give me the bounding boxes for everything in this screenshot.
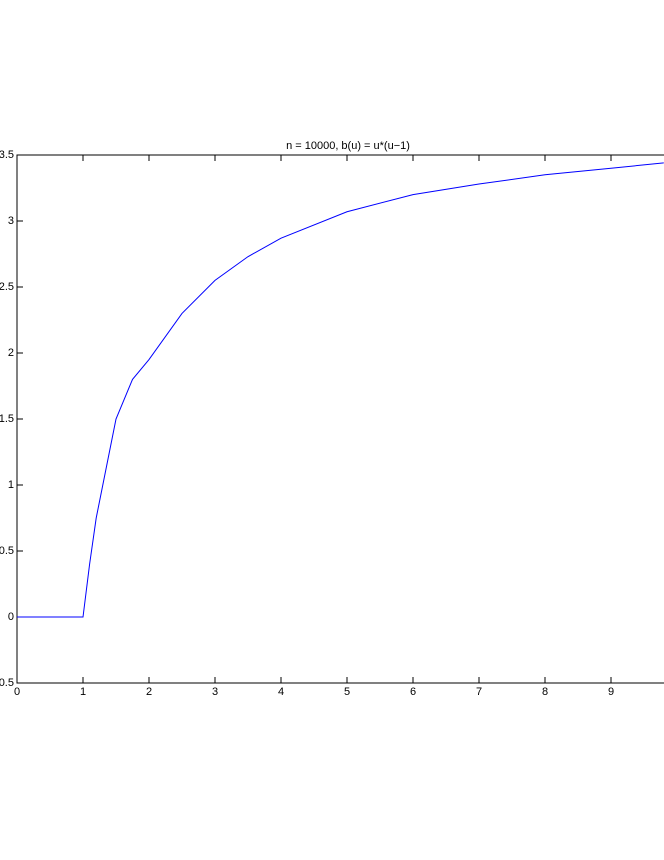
x-tick-label: 1 xyxy=(80,686,86,698)
y-tick-label: 0 xyxy=(8,611,14,623)
y-tick-label: 2.5 xyxy=(0,281,14,293)
y-tick-label: 3.5 xyxy=(0,149,14,161)
x-tick-label: 5 xyxy=(344,686,350,698)
y-tick-label: 2 xyxy=(8,347,14,359)
x-tick-label: 8 xyxy=(542,686,548,698)
x-tick-label: 9 xyxy=(608,686,614,698)
x-tick-label: 0 xyxy=(14,686,20,698)
x-tick-label: 6 xyxy=(410,686,416,698)
x-tick-label: 2 xyxy=(146,686,152,698)
y-tick-label: 3 xyxy=(8,215,14,227)
x-tick-label: 4 xyxy=(278,686,284,698)
y-tick-label: 1 xyxy=(8,479,14,491)
plot-frame xyxy=(16,154,664,684)
chart-title: n = 10000, b(u) = u*(u−1) xyxy=(286,140,410,152)
y-tick-label: 1.5 xyxy=(0,413,14,425)
y-tick-label: -0.5 xyxy=(0,677,14,689)
x-tick-label: 3 xyxy=(212,686,218,698)
y-tick-label: 0.5 xyxy=(0,545,14,557)
x-tick-label: 7 xyxy=(476,686,482,698)
data-line xyxy=(17,162,664,618)
